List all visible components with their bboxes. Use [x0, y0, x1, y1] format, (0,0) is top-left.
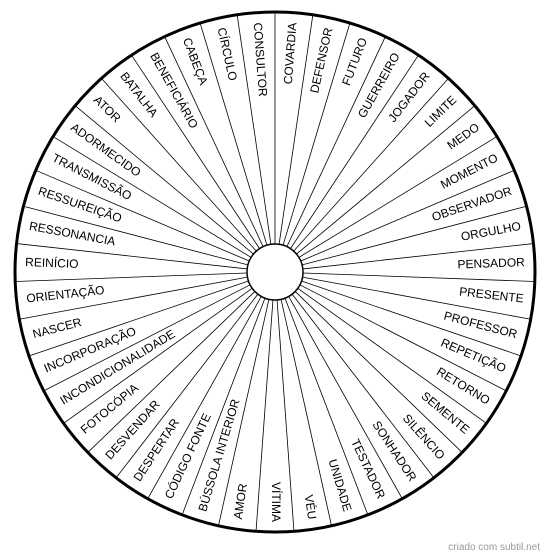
inner-circle — [247, 244, 303, 300]
radial-wheel-chart: COVARDIADEFENSORFUTUROGUERREIROJOGADORLI… — [0, 0, 550, 545]
sector-label: VÍTIMA — [269, 482, 284, 522]
sector-label: REINÍCIO — [25, 254, 79, 271]
credit-text: criado com subtil.net — [448, 542, 540, 553]
sector-label: PENSADOR — [457, 255, 525, 271]
